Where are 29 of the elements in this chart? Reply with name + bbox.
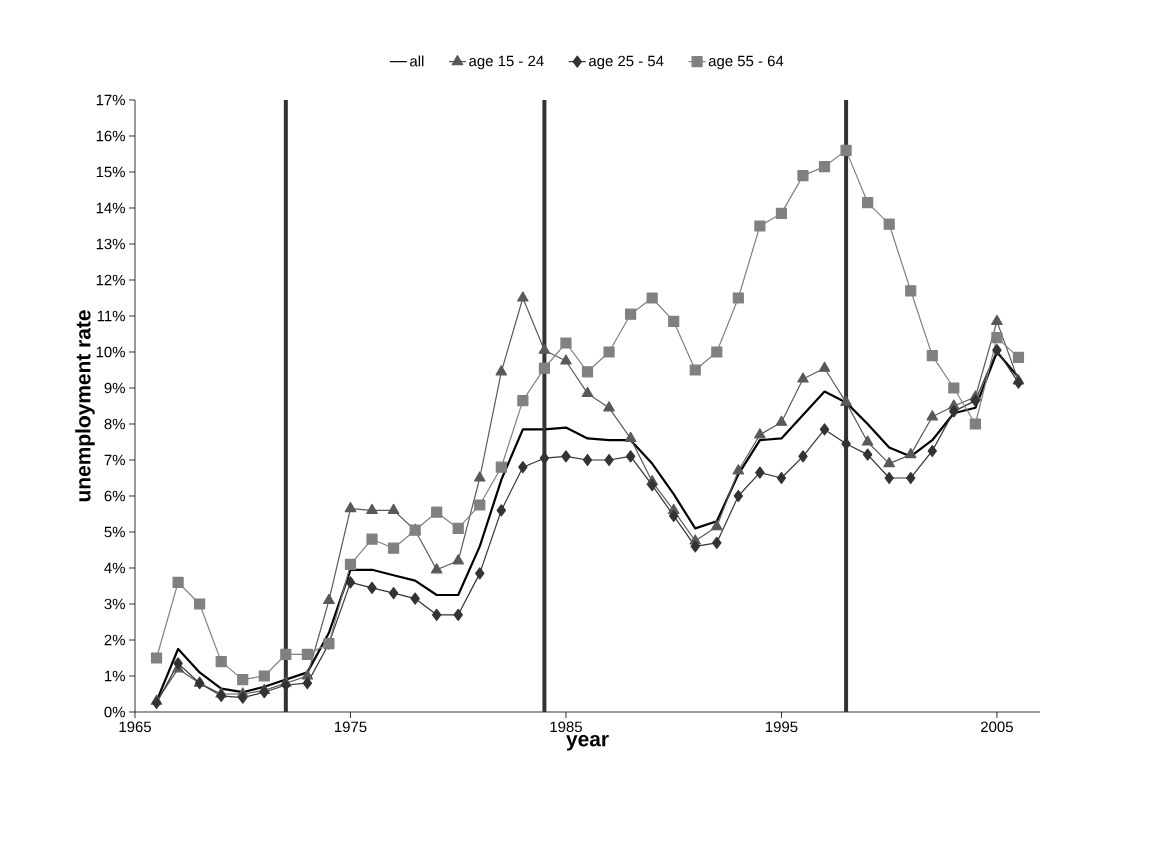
y-tick-label: 13% [96, 238, 125, 250]
y-tick-label: 1% [105, 670, 125, 682]
y-tick-label: 15% [96, 166, 125, 178]
legend-label: age 15 - 24 [469, 55, 544, 70]
x-axis-title: year [566, 734, 609, 751]
x-tick-label: 1995 [765, 721, 798, 733]
x-tick-label: 2005 [981, 721, 1013, 733]
y-axis-title: unemployment rate [75, 310, 95, 502]
y-tick-label: 4% [104, 562, 125, 574]
y-tick-label: 7% [104, 454, 125, 466]
y-tick-label: 3% [104, 598, 125, 610]
y-tick-label: 6% [104, 490, 125, 502]
y-tick-label: 11% [97, 310, 125, 322]
y-tick-label: 9% [104, 382, 125, 394]
legend-label: age 55 - 64 [708, 55, 784, 70]
y-tick-label: 2% [104, 634, 125, 646]
y-tick-label: 16% [96, 130, 125, 142]
y-tick-label: 0% [104, 706, 125, 718]
y-tick-label: 10% [96, 346, 125, 358]
y-tick-label: 12% [96, 274, 125, 286]
x-tick-label: 1965 [119, 721, 151, 733]
y-tick-label: 8% [104, 418, 125, 430]
legend-label: all [410, 55, 424, 67]
y-tick-label: 17% [96, 94, 125, 106]
y-tick-label: 14% [96, 202, 125, 214]
legend-label: age 25 - 54 [589, 55, 664, 70]
x-tick-label: 1975 [335, 721, 367, 733]
x-tick-label: 1985 [550, 721, 582, 733]
y-tick-label: 5% [104, 526, 125, 538]
